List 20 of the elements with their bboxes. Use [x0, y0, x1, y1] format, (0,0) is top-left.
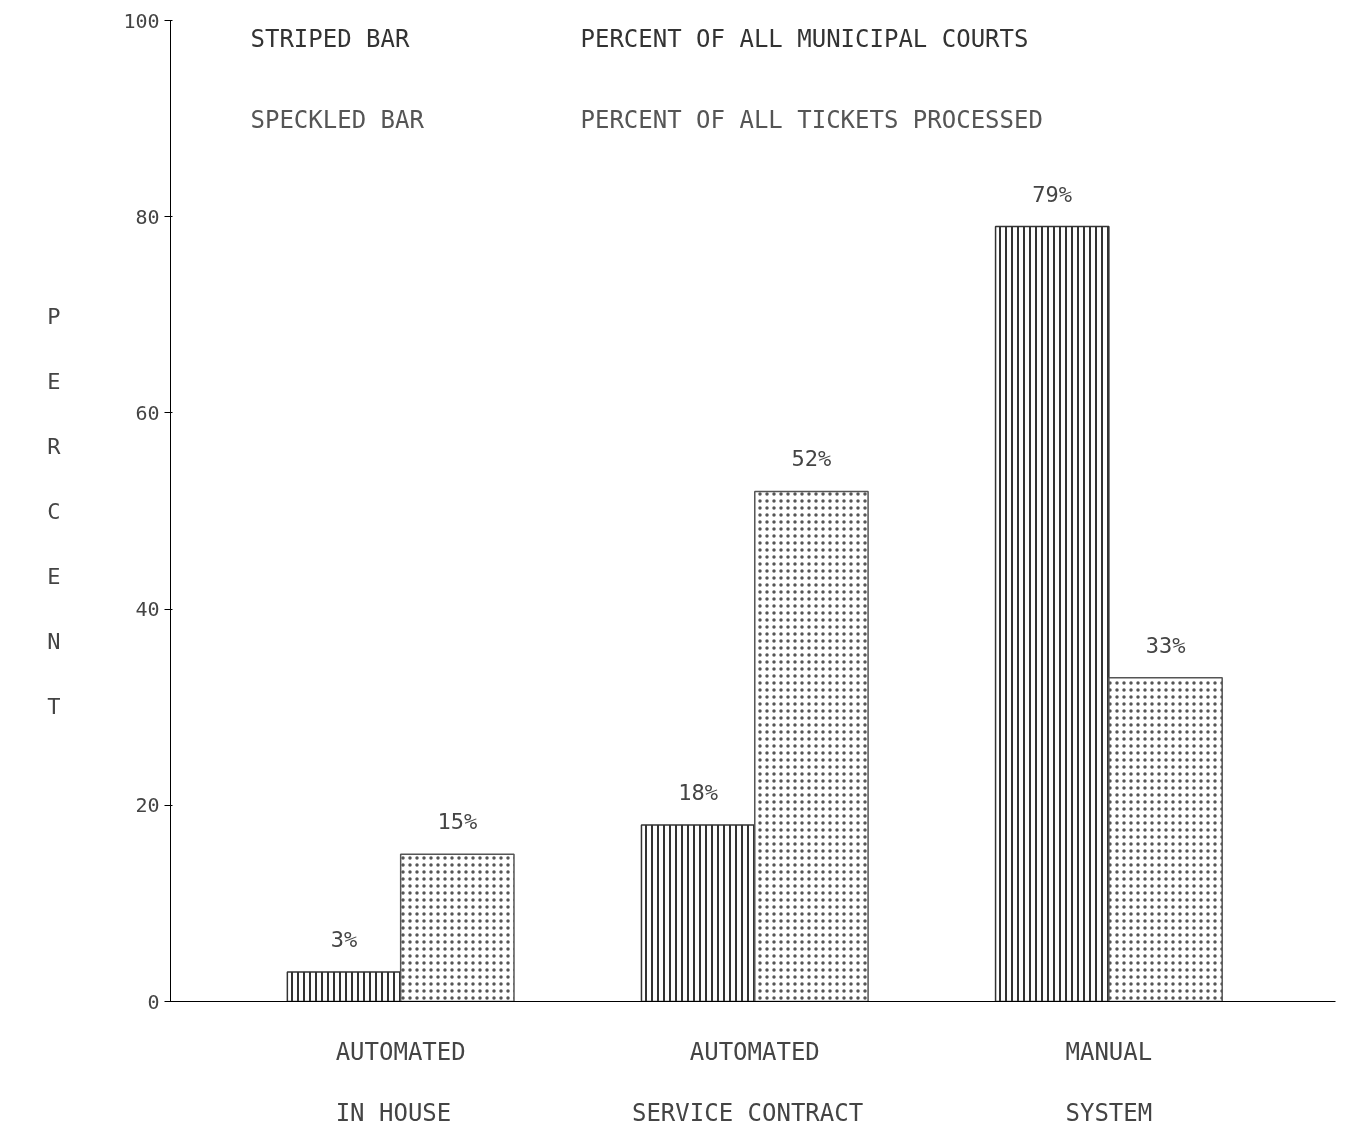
category-label: AUTOMATED SERVICE CONTRACT — [631, 1037, 864, 1128]
annotation: STRIPED BAR — [250, 24, 410, 53]
y-tick-label: 60 — [135, 400, 160, 425]
category-label: AUTOMATED IN HOUSE — [335, 1037, 466, 1128]
y-tick-label: 100 — [123, 8, 160, 33]
data-label: 15% — [437, 809, 478, 835]
data-label: 52% — [791, 446, 832, 472]
data-label: 79% — [1032, 181, 1073, 207]
y-tick-label: 80 — [135, 204, 160, 229]
y-tick-label: 20 — [135, 793, 160, 818]
data-label: 18% — [678, 779, 718, 805]
annotation: SPECKLED BAR — [250, 105, 425, 134]
data-label: 3% — [330, 927, 358, 953]
y-tick-label: 40 — [135, 597, 160, 622]
text: PERCENT — [47, 303, 61, 719]
text: PERCENT OF ALL TICKETS PROCESSED — [580, 105, 1043, 134]
y-tick-label: 0 — [147, 989, 160, 1014]
data-label: 33% — [1145, 632, 1186, 658]
category-label: MANUAL SYSTEM — [1065, 1037, 1153, 1128]
text: PERCENT OF ALL MUNICIPAL COURTS — [580, 24, 1029, 53]
